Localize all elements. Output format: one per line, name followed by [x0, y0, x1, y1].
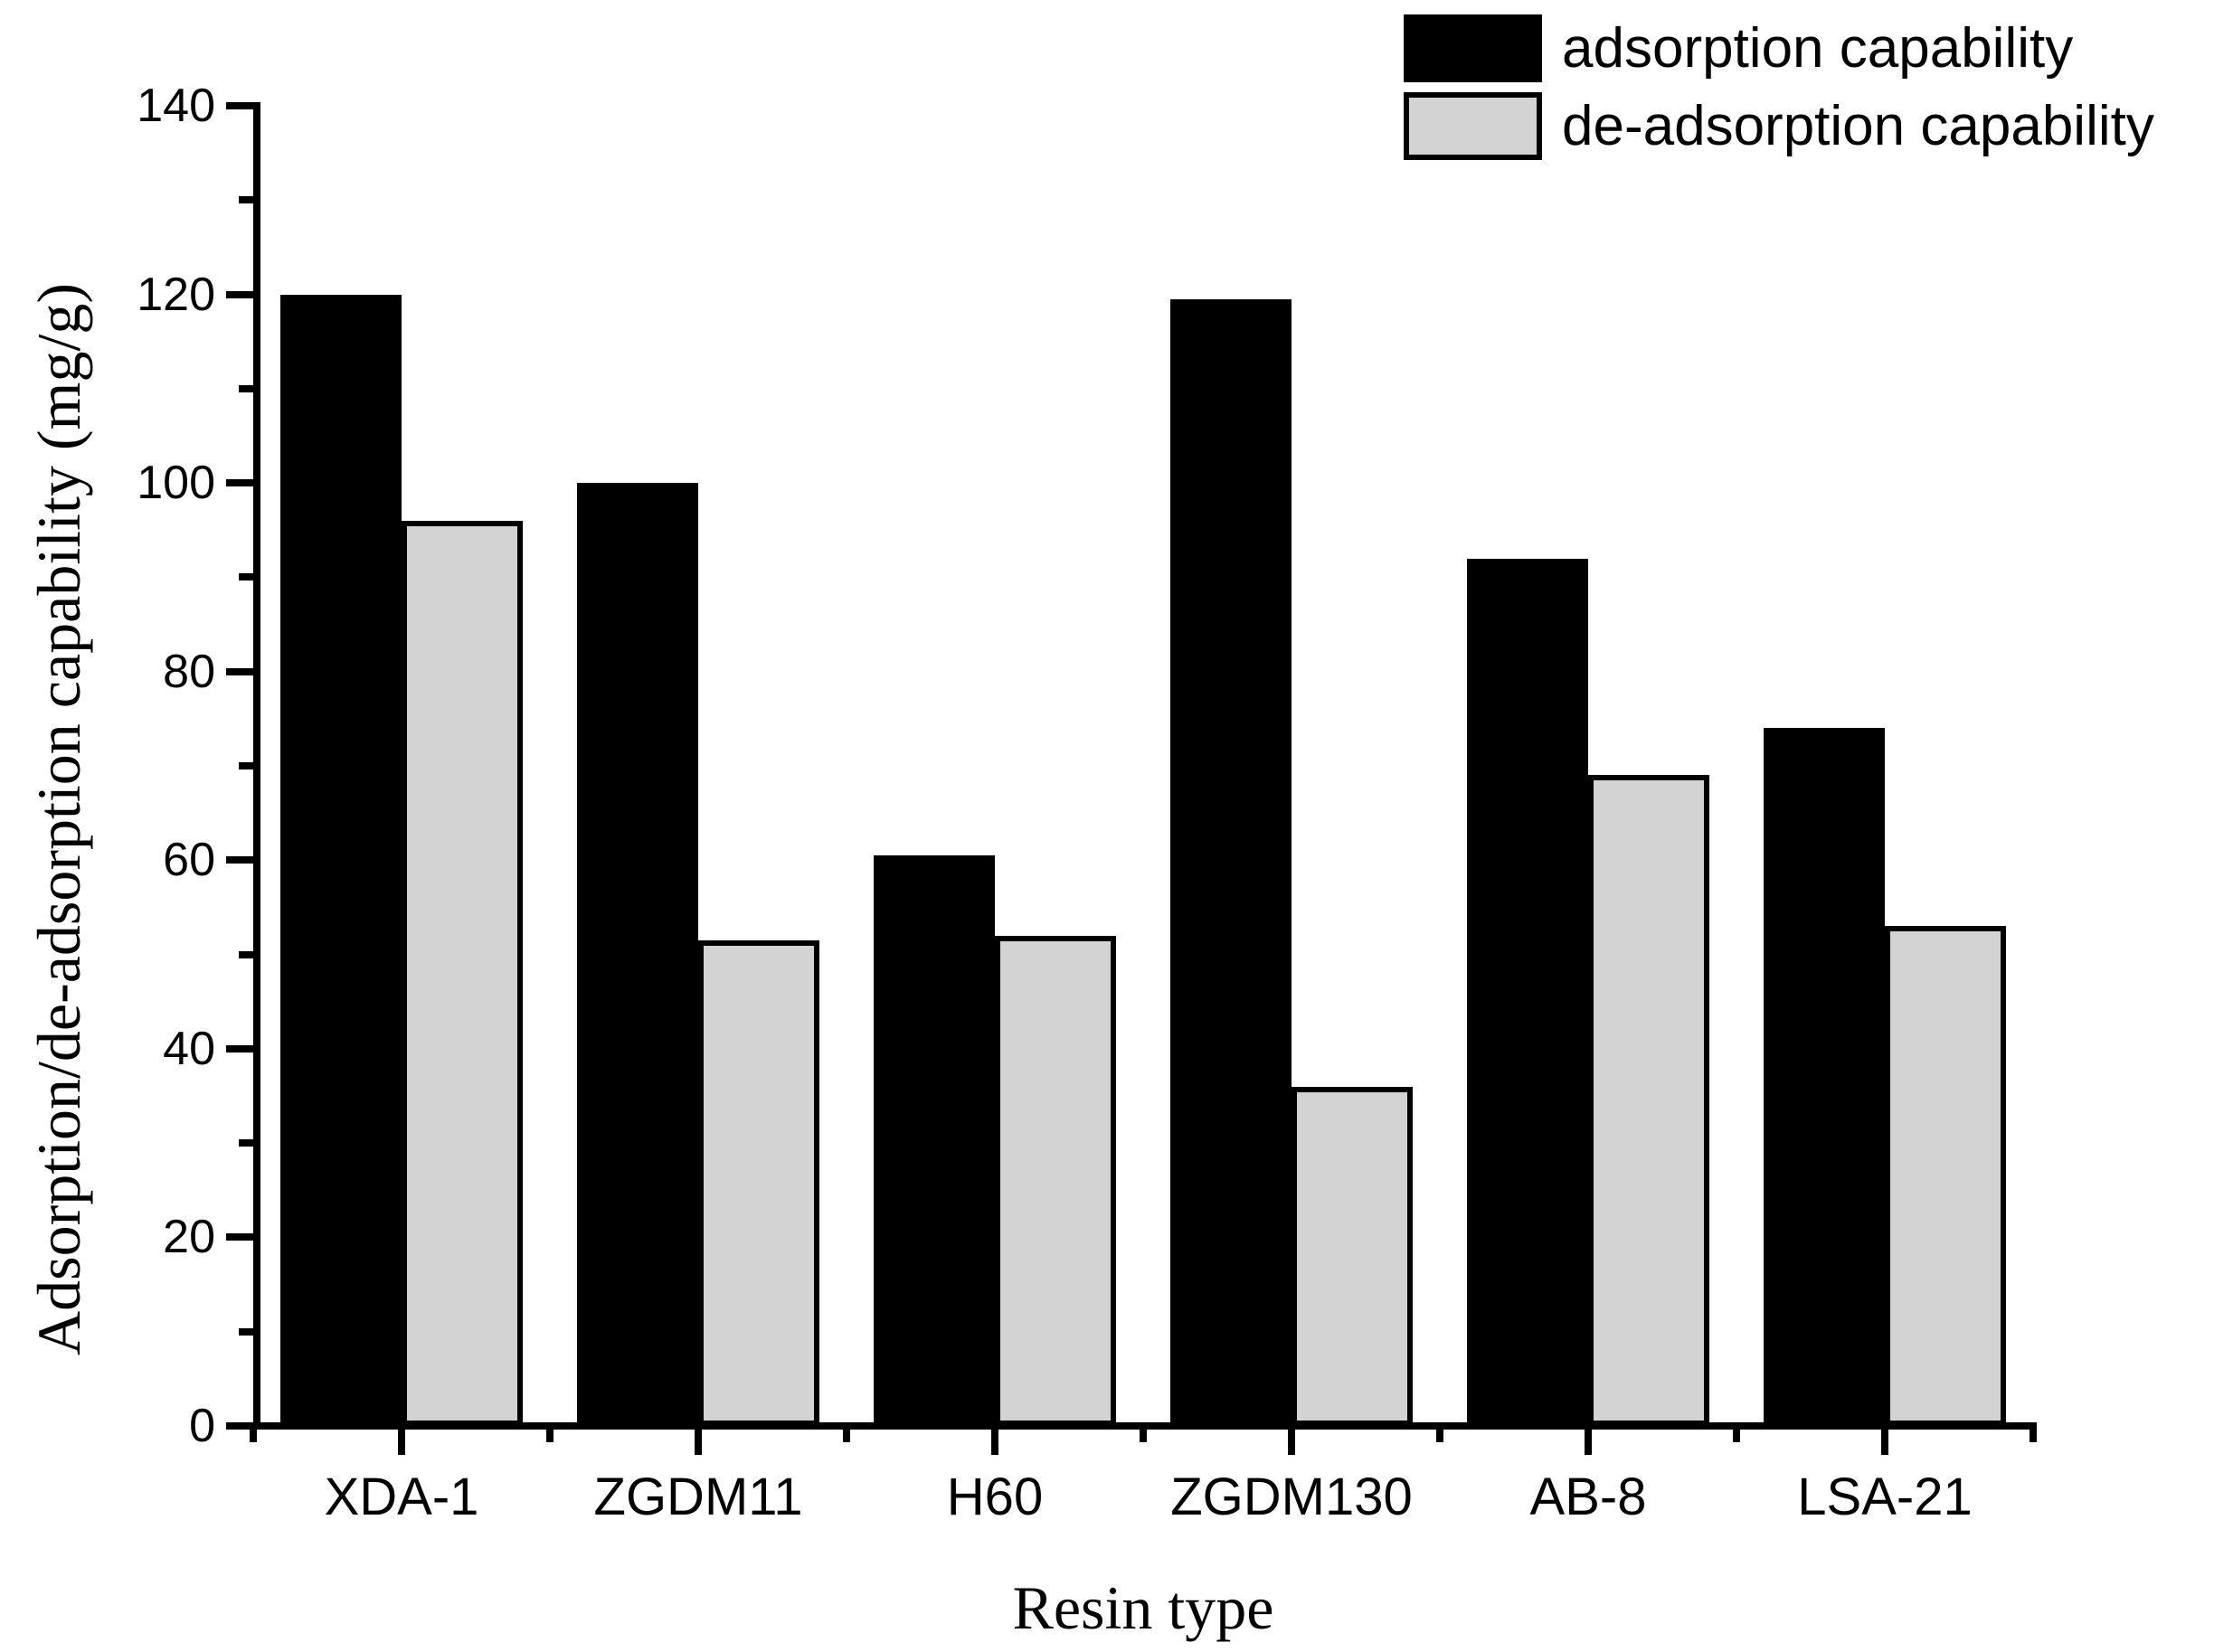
legend-label-de-adsorption-capability: de-adsorption capability	[1562, 95, 2154, 157]
y-minor-tick	[239, 384, 253, 392]
x-minor-tick	[1733, 1430, 1740, 1442]
x-tick-label-ZGDM11: ZGDM11	[593, 1468, 803, 1526]
y-major-tick	[226, 1044, 253, 1053]
y-tick-label: 20	[163, 1211, 215, 1264]
x-tick-label-ZGDM130: ZGDM130	[1170, 1468, 1413, 1526]
bar-de-adsorption-capability-H60	[995, 936, 1116, 1426]
y-tick-label: 80	[163, 645, 215, 698]
y-major-tick	[226, 1233, 253, 1241]
y-axis-line	[253, 102, 260, 1430]
x-minor-tick	[2030, 1430, 2037, 1442]
x-minor-tick	[1140, 1430, 1147, 1442]
bar-adsorption-capability-H60	[874, 855, 995, 1426]
x-tick-label-H60: H60	[946, 1468, 1044, 1526]
bar-adsorption-capability-LSA-21	[1764, 728, 1885, 1426]
y-tick-label: 140	[137, 80, 215, 132]
y-tick-label: 40	[163, 1022, 215, 1075]
y-major-tick	[226, 1422, 253, 1430]
y-minor-tick	[239, 950, 253, 958]
bar-adsorption-capability-ZGDM130	[1170, 299, 1292, 1426]
x-tick-label-LSA-21: LSA-21	[1797, 1468, 1973, 1526]
bar-adsorption-capability-AB-8	[1467, 559, 1588, 1426]
y-minor-tick	[239, 1139, 253, 1147]
legend-swatch-de-adsorption-capability	[1404, 92, 1542, 160]
x-major-tick	[1585, 1430, 1592, 1455]
x-major-tick	[1881, 1430, 1888, 1455]
x-major-tick	[1288, 1430, 1295, 1455]
bar-de-adsorption-capability-ZGDM11	[698, 940, 819, 1426]
x-major-tick	[695, 1430, 702, 1455]
bar-adsorption-capability-ZGDM11	[577, 483, 698, 1426]
y-minor-tick	[239, 762, 253, 769]
x-tick-label-AB-8: AB-8	[1529, 1468, 1647, 1526]
y-tick-label: 100	[137, 457, 215, 510]
legend-swatch-adsorption-capability	[1404, 14, 1542, 82]
bar-de-adsorption-capability-ZGDM130	[1292, 1087, 1413, 1426]
x-major-tick	[398, 1430, 405, 1455]
x-tick-label-XDA-1: XDA-1	[324, 1468, 479, 1526]
x-minor-tick	[843, 1430, 850, 1442]
y-minor-tick	[239, 1327, 253, 1336]
y-major-tick	[226, 102, 253, 109]
y-major-tick	[226, 290, 253, 298]
x-axis-title: Resin type	[1012, 1573, 1274, 1642]
x-major-tick	[991, 1430, 998, 1455]
bar-de-adsorption-capability-AB-8	[1588, 775, 1709, 1426]
y-tick-label: 120	[137, 268, 215, 321]
y-major-tick	[226, 856, 253, 864]
y-minor-tick	[239, 196, 253, 204]
bar-adsorption-capability-XDA-1	[280, 295, 402, 1426]
bar-de-adsorption-capability-LSA-21	[1885, 926, 2006, 1426]
x-minor-tick	[546, 1430, 554, 1442]
y-tick-label: 0	[189, 1400, 215, 1452]
y-major-tick	[226, 667, 253, 675]
x-minor-tick	[250, 1430, 257, 1442]
x-minor-tick	[1436, 1430, 1443, 1442]
y-major-tick	[226, 479, 253, 487]
y-minor-tick	[239, 573, 253, 581]
bar-de-adsorption-capability-XDA-1	[402, 521, 523, 1426]
legend-label-adsorption-capability: adsorption capability	[1562, 17, 2074, 80]
x-axis-line	[250, 1422, 2037, 1430]
y-tick-label: 60	[163, 834, 215, 887]
